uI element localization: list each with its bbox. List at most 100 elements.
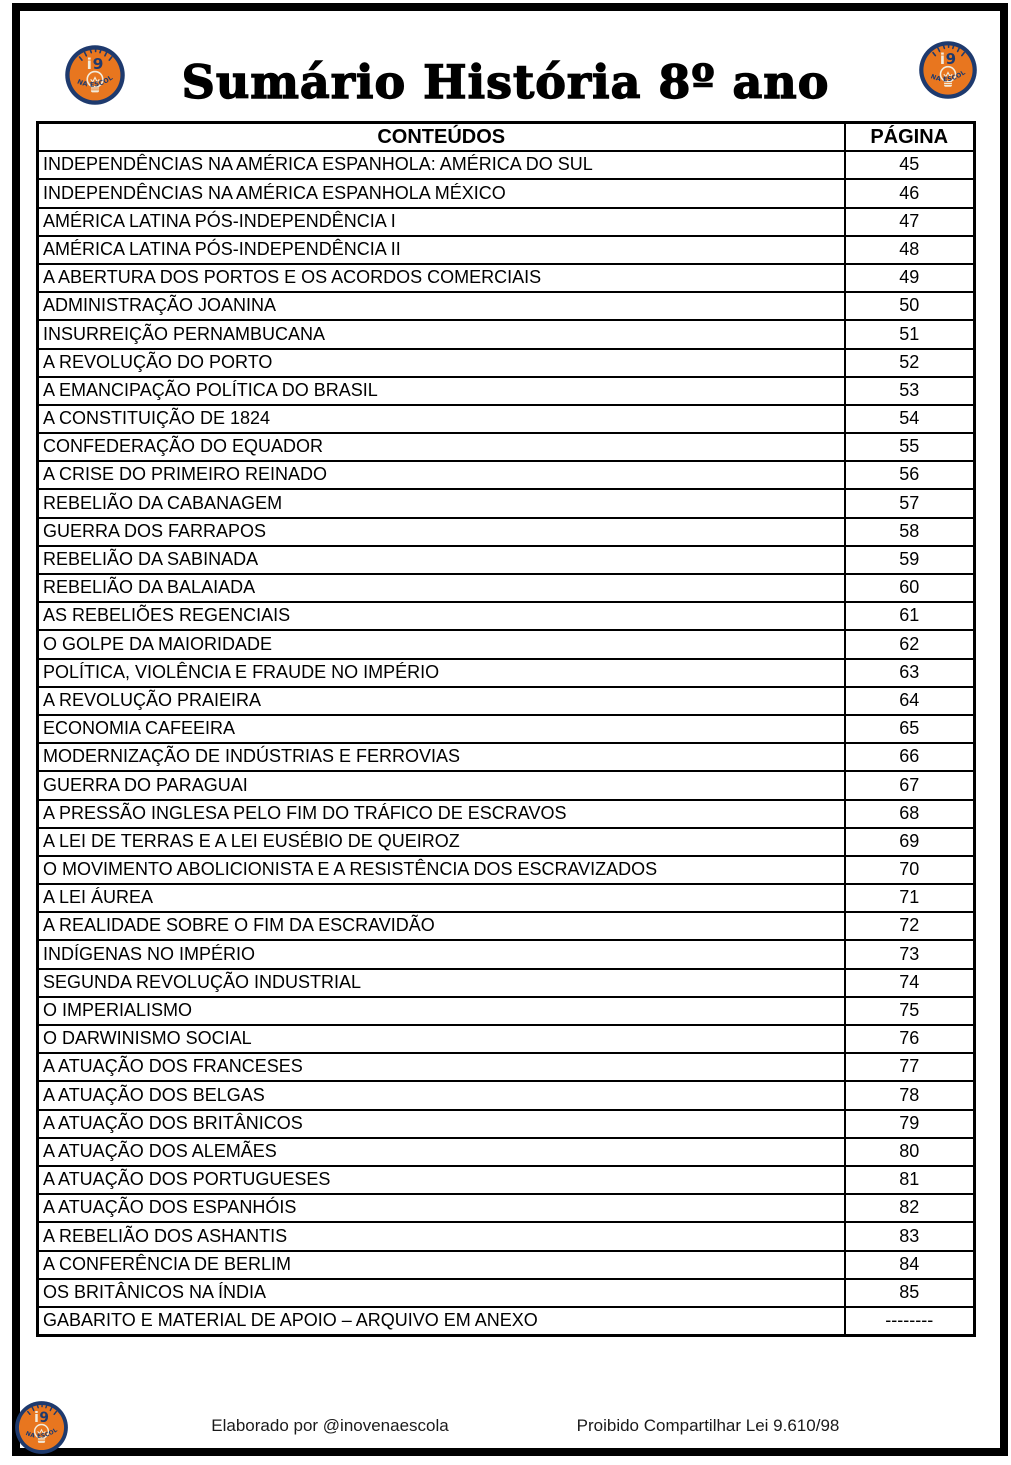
page-number: 80 [843, 1136, 976, 1167]
table-row: A EMANCIPAÇÃO POLÍTICA DO BRASIL 53 [36, 375, 976, 406]
content-title: A ATUAÇÃO DOS PORTUGUESES [36, 1164, 846, 1196]
table-row: GUERRA DOS FARRAPOS 58 [36, 516, 976, 547]
page-number: 55 [843, 432, 976, 463]
page-number: 69 [843, 826, 976, 857]
page-number: 53 [843, 375, 976, 406]
page-number: 74 [843, 967, 976, 998]
page-number: 59 [843, 544, 976, 576]
table-row: INSURREIÇÃO PERNAMBUCANA 51 [36, 319, 976, 350]
column-header-contents: CONTEÚDOS [36, 121, 846, 153]
footer-copyright-notice: Proibido Compartilhar Lei 9.610/98 [576, 1416, 840, 1435]
page-number: 62 [843, 629, 976, 660]
content-title: A REVOLUÇÃO DO PORTO [36, 347, 846, 378]
content-title: A CRISE DO PRIMEIRO REINADO [36, 460, 846, 491]
content-title: GABARITO E MATERIAL DE APOIO – ARQUIVO E… [36, 1305, 846, 1337]
content-title: GUERRA DOS FARRAPOS [36, 516, 846, 547]
page-number: 61 [843, 601, 976, 632]
page-number: 83 [843, 1221, 976, 1252]
page-number: 85 [843, 1277, 976, 1308]
content-title: A REALIDADE SOBRE O FIM DA ESCRAVIDÃO [36, 911, 846, 942]
page-number: 82 [843, 1193, 976, 1224]
table-row: REBELIÃO DA SABINADA 59 [36, 544, 976, 576]
content-title: AMÉRICA LATINA PÓS-INDEPENDÊNCIA II [36, 234, 846, 265]
content-title: AMÉRICA LATINA PÓS-INDEPENDÊNCIA I [36, 206, 846, 237]
content-title: A CONSTITUIÇÃO DE 1824 [36, 403, 846, 435]
table-row: ECONOMIA CAFEEIRA 65 [36, 713, 976, 745]
content-title: A PRESSÃO INGLESA PELO FIM DO TRÁFICO DE… [36, 798, 846, 829]
table-row: O GOLPE DA MAIORIDADE 62 [36, 629, 976, 660]
page-title: Sumário História 8º ano [181, 55, 830, 109]
content-title: A ATUAÇÃO DOS ESPANHÓIS [36, 1193, 846, 1224]
content-title: A REBELIÃO DOS ASHANTIS [36, 1221, 846, 1252]
page-number: 45 [843, 150, 976, 181]
table-row: A ATUAÇÃO DOS ESPANHÓIS 82 [36, 1193, 976, 1224]
page-number: 57 [843, 488, 976, 519]
table-row: AS REBELIÕES REGENCIAIS 61 [36, 601, 976, 632]
content-title: A ATUAÇÃO DOS BRITÂNICOS [36, 1108, 846, 1139]
table-row: A LEI DE TERRAS E A LEI EUSÉBIO DE QUEIR… [36, 826, 976, 857]
table-row: GUERRA DO PARAGUAI 67 [36, 770, 976, 801]
content-title: REBELIÃO DA BALAIADA [36, 572, 846, 604]
table-row: A CONSTITUIÇÃO DE 1824 54 [36, 403, 976, 435]
table-row: INDEPENDÊNCIAS NA AMÉRICA ESPANHOLA MÉXI… [36, 178, 976, 209]
table-row: O MOVIMENTO ABOLICIONISTA E A RESISTÊNCI… [36, 854, 976, 886]
table-row: A ATUAÇÃO DOS BELGAS 78 [36, 1080, 976, 1111]
page-number: 72 [843, 911, 976, 942]
table-row: CONFEDERAÇÃO DO EQUADOR 55 [36, 432, 976, 463]
content-title: A ATUAÇÃO DOS FRANCESES [36, 1052, 846, 1083]
page-number: 63 [843, 657, 976, 688]
table-row: REBELIÃO DA CABANAGEM 57 [36, 488, 976, 519]
content-title: INDEPENDÊNCIAS NA AMÉRICA ESPANHOLA MÉXI… [36, 178, 846, 209]
content-title: A REVOLUÇÃO PRAIEIRA [36, 685, 846, 716]
page-number: 52 [843, 347, 976, 378]
page-number: 71 [843, 883, 976, 914]
page-number: 49 [843, 262, 976, 294]
content-title: A EMANCIPAÇÃO POLÍTICA DO BRASIL [36, 375, 846, 406]
page-number: 77 [843, 1052, 976, 1083]
table-row: A ABERTURA DOS PORTOS E OS ACORDOS COMER… [36, 262, 976, 294]
content-title: INDEPENDÊNCIAS NA AMÉRICA ESPANHOLA: AMÉ… [36, 150, 846, 181]
page-number: 65 [843, 713, 976, 745]
table-row: AMÉRICA LATINA PÓS-INDEPENDÊNCIA I 47 [36, 206, 976, 237]
content-title: SEGUNDA REVOLUÇÃO INDUSTRIAL [36, 967, 846, 998]
page-number: 54 [843, 403, 976, 435]
page-number: 51 [843, 319, 976, 350]
table-row: O IMPERIALISMO 75 [36, 995, 976, 1027]
table-row: A LEI ÁUREA 71 [36, 883, 976, 914]
toc-body: INDEPENDÊNCIAS NA AMÉRICA ESPANHOLA: AMÉ… [36, 150, 976, 1337]
page-number: 70 [843, 854, 976, 886]
footer-credit: Elaborado por @inovenaescola [211, 1416, 449, 1435]
page-number: 79 [843, 1108, 976, 1139]
table-row: A PRESSÃO INGLESA PELO FIM DO TRÁFICO DE… [36, 798, 976, 829]
content-title: ECONOMIA CAFEEIRA [36, 713, 846, 745]
page-number: 68 [843, 798, 976, 829]
page-number: 84 [843, 1249, 976, 1280]
table-row: A REALIDADE SOBRE O FIM DA ESCRAVIDÃO 72 [36, 911, 976, 942]
page-number: -------- [843, 1305, 976, 1337]
table-row: OS BRITÂNICOS NA ÍNDIA 85 [36, 1277, 976, 1308]
page-number: 67 [843, 770, 976, 801]
table-row: A CONFERÊNCIA DE BERLIM 84 [36, 1249, 976, 1280]
table-row: MODERNIZAÇÃO DE INDÚSTRIAS E FERROVIAS 6… [36, 742, 976, 773]
page-number: 56 [843, 460, 976, 491]
table-of-contents: CONTEÚDOS PÁGINA INDEPENDÊNCIAS NA AMÉRI… [36, 121, 976, 1338]
table-row: A ATUAÇÃO DOS PORTUGUESES 81 [36, 1164, 976, 1196]
table-row: A CRISE DO PRIMEIRO REINADO 56 [36, 460, 976, 491]
content-title: A ATUAÇÃO DOS ALEMÃES [36, 1136, 846, 1167]
content-title: O IMPERIALISMO [36, 995, 846, 1027]
content-title: A LEI DE TERRAS E A LEI EUSÉBIO DE QUEIR… [36, 826, 846, 857]
content-title: INSURREIÇÃO PERNAMBUCANA [36, 319, 846, 350]
page-number: 46 [843, 178, 976, 209]
page-number: 75 [843, 995, 976, 1027]
content-title: A LEI ÁUREA [36, 883, 846, 914]
page-number: 48 [843, 234, 976, 265]
table-row: A REVOLUÇÃO DO PORTO 52 [36, 347, 976, 378]
table-row: O DARWINISMO SOCIAL 76 [36, 1023, 976, 1055]
content-title: O DARWINISMO SOCIAL [36, 1023, 846, 1055]
table-row: ADMINISTRAÇÃO JOANINA 50 [36, 291, 976, 322]
page-number: 60 [843, 572, 976, 604]
content-title: MODERNIZAÇÃO DE INDÚSTRIAS E FERROVIAS [36, 742, 846, 773]
table-row: REBELIÃO DA BALAIADA 60 [36, 572, 976, 604]
table-row: A REVOLUÇÃO PRAIEIRA 64 [36, 685, 976, 716]
i9-school-logo-icon [14, 1400, 69, 1455]
